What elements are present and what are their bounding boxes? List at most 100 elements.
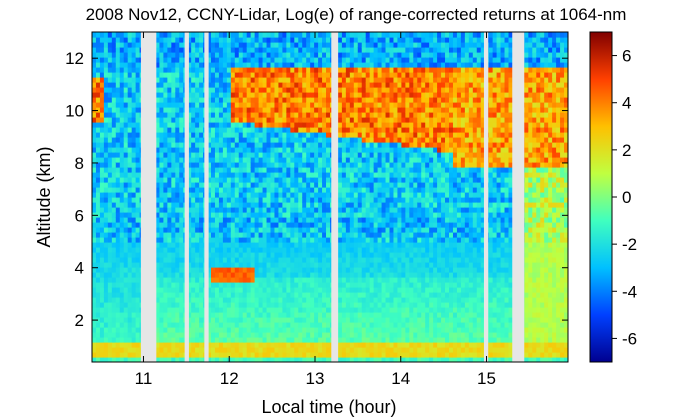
heatmap-cell: [361, 222, 367, 228]
heatmap-cell: [226, 182, 232, 188]
heatmap-cell: [345, 192, 351, 198]
heatmap-cell: [258, 347, 264, 353]
heatmap-cell: [314, 302, 319, 308]
heatmap-cell: [131, 197, 137, 203]
heatmap-cell: [357, 247, 363, 253]
heatmap-cell: [274, 197, 280, 203]
heatmap-cell: [365, 242, 371, 248]
heatmap-cell: [385, 102, 391, 108]
heatmap-cell: [179, 357, 184, 362]
heatmap-cell: [163, 122, 168, 128]
heatmap-cell: [218, 357, 224, 362]
heatmap-cell: [389, 202, 395, 208]
heatmap-cell: [353, 127, 359, 133]
heatmap-cell: [314, 47, 319, 53]
heatmap-cell: [353, 342, 359, 348]
heatmap-cell: [389, 182, 395, 188]
heatmap-cell: [127, 32, 133, 38]
heatmap-cell: [222, 297, 228, 303]
heatmap-cell: [99, 52, 105, 58]
heatmap-cell: [361, 42, 367, 48]
heatmap-cell: [274, 237, 280, 243]
heatmap-cell: [92, 292, 97, 298]
heatmap-cell: [361, 242, 367, 248]
heatmap-cell: [199, 287, 204, 293]
heatmap-cell: [314, 157, 319, 163]
heatmap-cell: [385, 197, 391, 203]
heatmap-cell: [314, 162, 319, 168]
heatmap-cell: [353, 92, 359, 98]
heatmap-cell: [337, 177, 343, 183]
heatmap-cell: [214, 37, 220, 43]
heatmap-cell: [135, 107, 141, 113]
heatmap-cell: [167, 62, 172, 68]
heatmap-cell: [286, 67, 291, 73]
heatmap-cell: [119, 177, 125, 183]
heatmap-cell: [179, 257, 184, 263]
heatmap-cell: [337, 32, 343, 38]
heatmap-cell: [278, 247, 283, 253]
heatmap-cell: [191, 177, 196, 183]
heatmap-cell: [92, 342, 97, 348]
heatmap-cell: [254, 52, 260, 58]
heatmap-cell: [119, 357, 125, 362]
heatmap-cell: [298, 212, 303, 218]
heatmap-cell: [262, 322, 268, 328]
heatmap-cell: [238, 187, 244, 193]
heatmap-cell: [341, 92, 347, 98]
heatmap-cell: [365, 337, 371, 343]
heatmap-cell: [290, 112, 295, 118]
heatmap-cell: [167, 272, 172, 278]
heatmap-cell: [322, 337, 327, 343]
heatmap-cell: [99, 187, 105, 193]
heatmap-cell: [381, 242, 387, 248]
heatmap-cell: [294, 262, 299, 268]
heatmap-cell: [135, 317, 141, 323]
heatmap-cell: [103, 277, 109, 283]
heatmap-cell: [187, 197, 192, 203]
heatmap-cell: [310, 227, 315, 233]
heatmap-cell: [326, 132, 331, 138]
heatmap-cell: [99, 242, 105, 248]
heatmap-cell: [171, 162, 176, 168]
heatmap-cell: [337, 277, 343, 283]
heatmap-cell: [115, 57, 121, 63]
heatmap-cell: [155, 137, 161, 143]
heatmap-cell: [211, 97, 216, 103]
heatmap-cell: [238, 32, 244, 38]
heatmap-cell: [199, 337, 204, 343]
heatmap-cell: [211, 347, 216, 353]
heatmap-cell: [191, 142, 196, 148]
heatmap-cell: [234, 192, 240, 198]
heatmap-cell: [92, 157, 97, 163]
heatmap-cell: [286, 327, 291, 333]
heatmap-cell: [222, 197, 228, 203]
heatmap-cell: [163, 227, 168, 233]
heatmap-cell: [262, 72, 268, 78]
heatmap-cell: [385, 162, 391, 168]
heatmap-cell: [381, 192, 387, 198]
heatmap-cell: [123, 277, 129, 283]
heatmap-cell: [179, 282, 184, 288]
heatmap-cell: [163, 327, 168, 333]
heatmap-cell: [92, 142, 97, 148]
heatmap-cell: [349, 77, 355, 83]
heatmap-cell: [234, 252, 240, 258]
heatmap-cell: [127, 147, 133, 153]
heatmap-cell: [159, 197, 164, 203]
heatmap-cell: [111, 87, 117, 93]
heatmap-cell: [195, 192, 200, 198]
heatmap-cell: [199, 267, 204, 273]
heatmap-cell: [314, 207, 319, 213]
heatmap-cell: [171, 357, 176, 362]
heatmap-cell: [218, 302, 224, 308]
heatmap-cell: [234, 77, 240, 83]
heatmap-cell: [302, 137, 307, 143]
heatmap-cell: [381, 182, 387, 188]
heatmap-cell: [95, 297, 101, 303]
heatmap-cell: [314, 122, 319, 128]
heatmap-cell: [322, 62, 327, 68]
heatmap-cell: [218, 202, 224, 208]
heatmap-cell: [278, 202, 283, 208]
heatmap-cell: [349, 137, 355, 143]
